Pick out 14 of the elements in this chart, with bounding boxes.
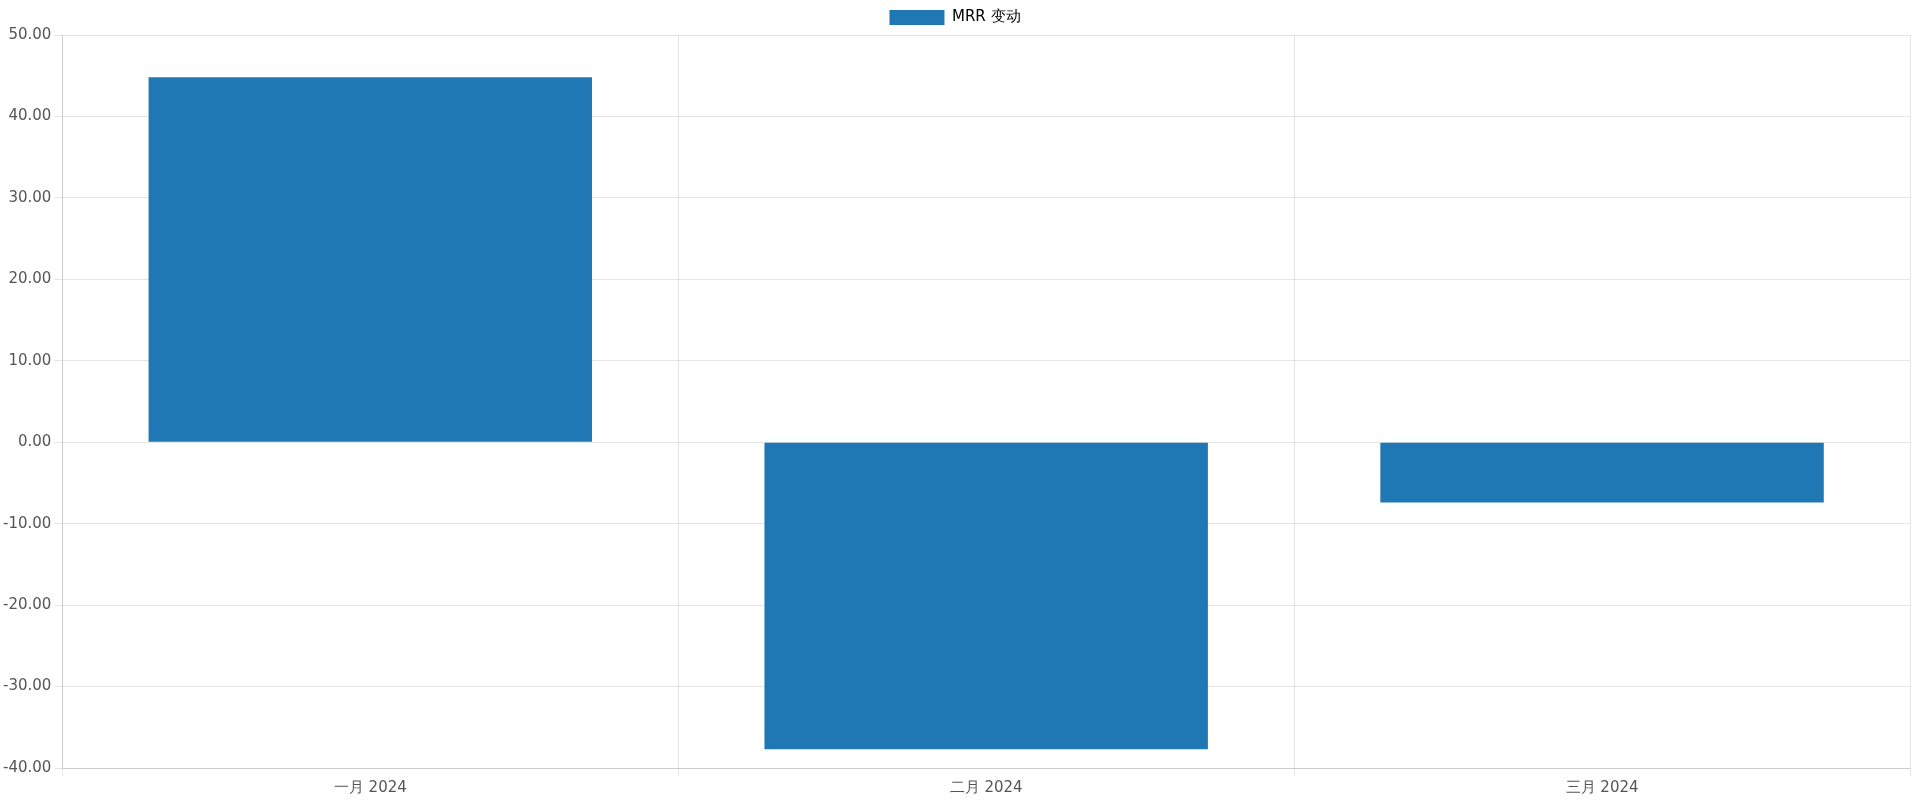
y-tick-label: 50.00	[8, 24, 52, 43]
legend-label: MRR 变动	[951, 7, 1021, 26]
y-tick-label: 20.00	[8, 269, 52, 288]
y-tick-label: -10.00	[3, 513, 52, 532]
y-tick-label: -20.00	[3, 595, 52, 613]
y-tick-label: -30.00	[3, 676, 52, 695]
y-tick-label: 10.00	[8, 350, 52, 369]
x-tick-label: 三月 2024	[1565, 777, 1639, 796]
y-tick-label: 30.00	[8, 187, 52, 206]
x-tick-label: 二月 2024	[949, 777, 1023, 796]
y-tick-label: 0.00	[17, 432, 52, 451]
x-tick-label: 一月 2024	[333, 777, 407, 796]
y-tick-label: 40.00	[8, 106, 52, 125]
y-tick-label: -40.00	[3, 757, 52, 776]
